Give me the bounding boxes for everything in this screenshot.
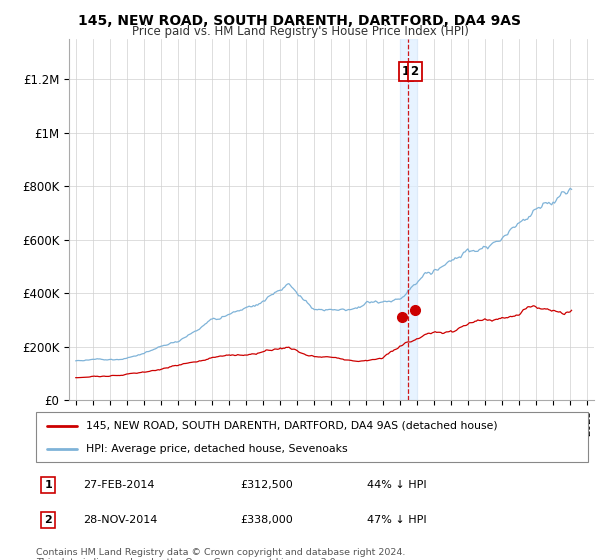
Text: Price paid vs. HM Land Registry's House Price Index (HPI): Price paid vs. HM Land Registry's House … xyxy=(131,25,469,38)
Text: 27-FEB-2014: 27-FEB-2014 xyxy=(83,480,154,490)
Text: 1: 1 xyxy=(44,480,52,490)
Text: Contains HM Land Registry data © Crown copyright and database right 2024.
This d: Contains HM Land Registry data © Crown c… xyxy=(36,548,406,560)
Text: 47% ↓ HPI: 47% ↓ HPI xyxy=(367,515,427,525)
Text: 1: 1 xyxy=(402,65,410,78)
Text: 28-NOV-2014: 28-NOV-2014 xyxy=(83,515,157,525)
Text: £312,500: £312,500 xyxy=(240,480,293,490)
FancyBboxPatch shape xyxy=(36,412,588,462)
Bar xyxy=(400,39,417,400)
Text: 44% ↓ HPI: 44% ↓ HPI xyxy=(367,480,427,490)
Text: £338,000: £338,000 xyxy=(240,515,293,525)
Text: HPI: Average price, detached house, Sevenoaks: HPI: Average price, detached house, Seve… xyxy=(86,445,347,454)
Text: 145, NEW ROAD, SOUTH DARENTH, DARTFORD, DA4 9AS (detached house): 145, NEW ROAD, SOUTH DARENTH, DARTFORD, … xyxy=(86,421,497,431)
Text: 145, NEW ROAD, SOUTH DARENTH, DARTFORD, DA4 9AS: 145, NEW ROAD, SOUTH DARENTH, DARTFORD, … xyxy=(79,14,521,28)
Text: 2: 2 xyxy=(44,515,52,525)
Text: 2: 2 xyxy=(410,65,419,78)
